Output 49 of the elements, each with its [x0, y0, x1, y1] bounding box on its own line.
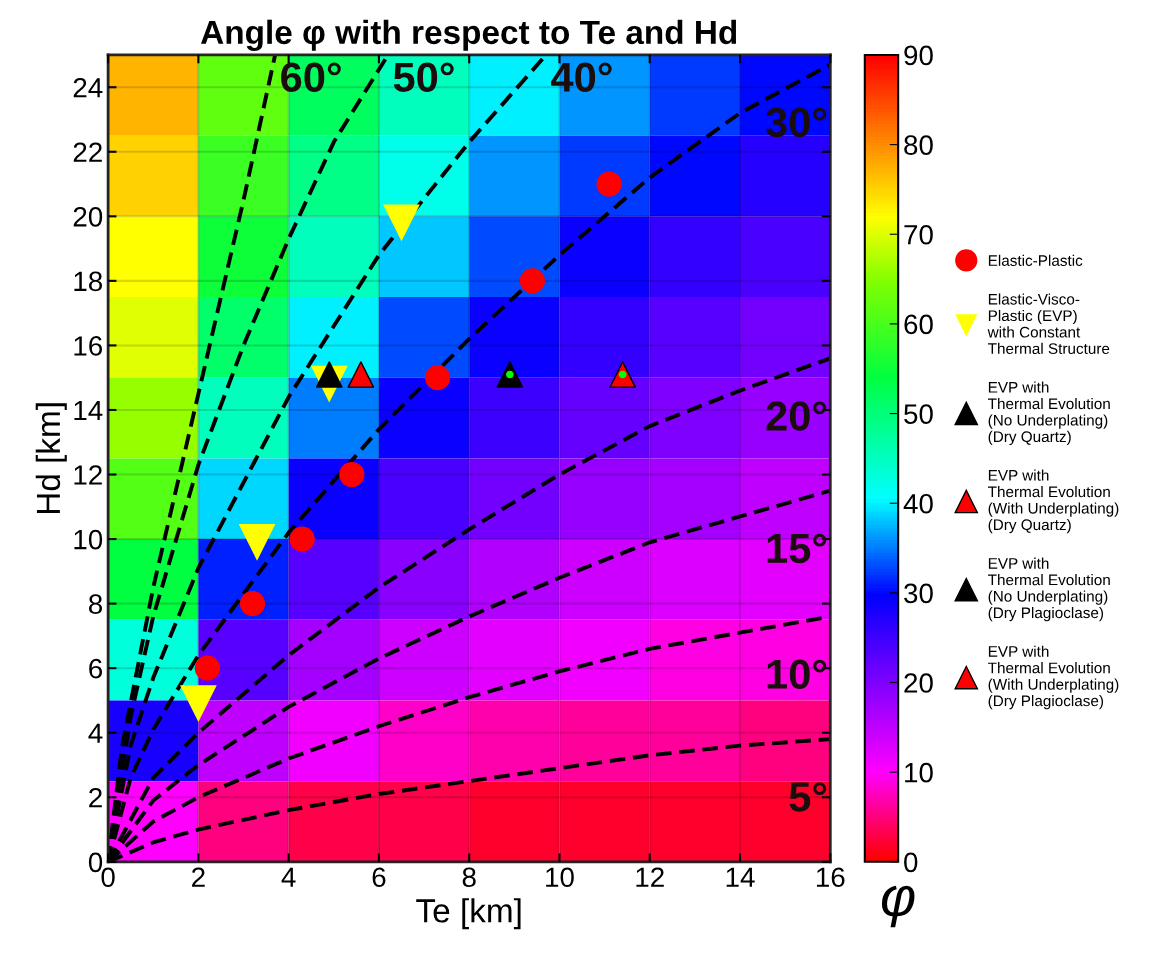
y-tick-label: 24 — [73, 77, 103, 98]
legend-label: EVP with Thermal Evolution (With Underplating) (Dry Plagioclase) — [988, 645, 1119, 710]
legend-label: EVP with Thermal Evolution (No Underplating) (Dry Plagioclase) — [988, 557, 1110, 622]
annotation: 20° — [766, 401, 827, 431]
x-tick-label: 12 — [636, 867, 664, 887]
x-tick-label: 8 — [462, 867, 476, 888]
color-bar-label: 40 — [903, 493, 933, 514]
color-bar-label: 20 — [904, 673, 933, 693]
annotation: 10° — [767, 659, 827, 690]
annotation: 60° — [281, 62, 341, 92]
annotation: 40° — [551, 62, 612, 92]
y-tick-label: 16 — [74, 336, 103, 356]
color-bar-title: φ — [881, 885, 915, 928]
color-bar-label: 70 — [904, 224, 933, 245]
legend-label: Elastic-Plastic — [988, 254, 1083, 266]
x-axis-title: Te [km] — [416, 898, 521, 930]
x-tick-label: 14 — [726, 867, 755, 887]
color-bar-label: 50 — [904, 404, 933, 424]
y-tick-label: 18 — [74, 271, 103, 292]
y-axis-title: Hd [km] — [35, 403, 67, 514]
y-tick-label: 10 — [74, 529, 103, 550]
annotation: 5° — [789, 782, 827, 812]
y-tick-label: 22 — [73, 142, 102, 162]
y-tick-label: 20 — [73, 206, 103, 227]
y-tick-label: 2 — [89, 787, 102, 808]
x-tick-label: 10 — [546, 867, 574, 888]
color-bar-label: 0 — [904, 852, 918, 873]
x-tick-label: 6 — [372, 867, 386, 888]
legend-label: EVP with Thermal Evolution (No Underplating) (Dry Quartz) — [988, 381, 1110, 446]
x-tick-label: 4 — [281, 867, 296, 887]
chart-title: Angle φ with respect to Te and Hd — [201, 19, 737, 51]
y-tick-label: 14 — [74, 400, 103, 421]
y-tick-label: 0 — [88, 852, 103, 873]
annotation: 50° — [393, 62, 454, 92]
color-bar-label: 10 — [905, 762, 933, 783]
color-bar-label: 90 — [904, 45, 933, 66]
color-bar-label: 30 — [904, 583, 933, 604]
annotation: 30° — [766, 107, 827, 138]
x-tick-label: 16 — [816, 867, 845, 888]
color-bar-label: 80 — [904, 135, 933, 155]
legend-label: EVP with Thermal Evolution (With Underplating) (Dry Quartz) — [988, 469, 1119, 534]
y-tick-label: 8 — [89, 594, 103, 614]
y-tick-label: 12 — [74, 465, 102, 485]
x-tick-label: 2 — [192, 867, 205, 887]
y-tick-label: 6 — [89, 658, 103, 679]
annotation: 15° — [767, 533, 827, 564]
legend-label: Elastic-Visco- Plastic (EVP) with Constant Thermal Structure — [987, 293, 1110, 355]
color-bar-label: 60 — [904, 314, 933, 335]
y-tick-label: 4 — [88, 723, 103, 743]
